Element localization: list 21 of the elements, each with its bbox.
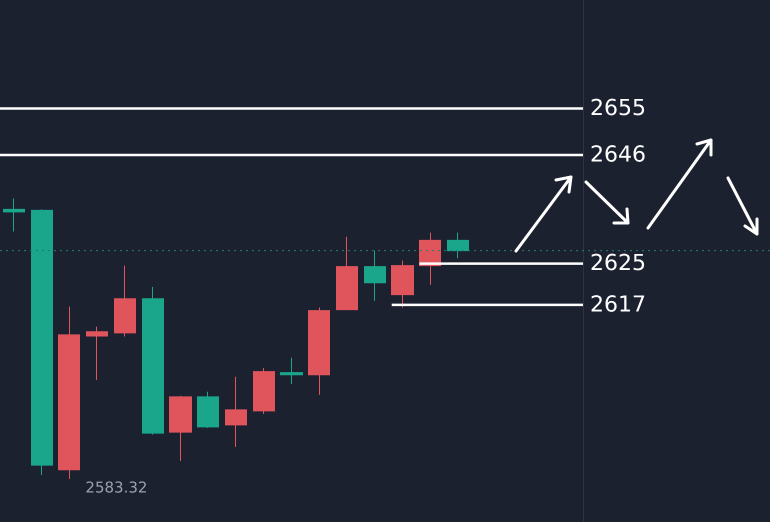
- y-tick-label: 2646: [590, 142, 646, 168]
- candlestick: [142, 286, 164, 436]
- candlestick: [364, 250, 386, 302]
- candlestick: [114, 265, 136, 337]
- candlestick: [308, 307, 330, 396]
- candlestick: [31, 208, 53, 476]
- y-tick-label: 2625: [590, 251, 646, 276]
- candlestick: [197, 391, 219, 428]
- candlestick: [3, 198, 25, 232]
- candlestick: [253, 367, 275, 414]
- candlestick: [86, 326, 108, 380]
- candlestick: [280, 357, 303, 385]
- candlestick: [391, 260, 414, 308]
- annotation: 2583.32: [85, 478, 148, 496]
- candlestick: [336, 236, 358, 311]
- y-tick-label: 2617: [590, 292, 646, 318]
- y-tick-label: 2655: [590, 96, 646, 122]
- candlestick: [447, 232, 469, 259]
- candlestick: [225, 376, 247, 448]
- candlestick: [58, 306, 80, 480]
- candlestick: [169, 395, 192, 462]
